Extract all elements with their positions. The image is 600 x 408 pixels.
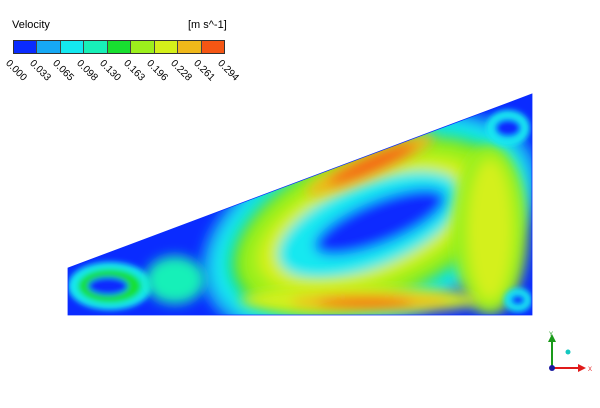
- colorbar-segment: [84, 41, 108, 53]
- colorbar: [13, 40, 225, 54]
- colorbar-segment: [14, 41, 38, 53]
- origin-dot: [549, 365, 555, 371]
- legend-title: Velocity: [12, 19, 50, 31]
- z-axis-dot: [565, 349, 571, 355]
- domain-outline: [67, 93, 533, 316]
- colorbar-segment: [154, 41, 179, 53]
- colorbar-segment: [201, 41, 224, 53]
- flow-domain: [68, 94, 532, 315]
- y-axis-arrow: [548, 334, 556, 342]
- x-axis-arrow: [578, 364, 586, 372]
- colorbar-segment: [107, 41, 132, 53]
- x-axis-label: X: [588, 367, 592, 373]
- colorbar-segment: [178, 41, 202, 53]
- legend-unit: [m s^-1]: [188, 19, 227, 31]
- colorbar-segment: [37, 41, 61, 53]
- axis-triad: Y X: [548, 332, 592, 373]
- colorbar-segment: [60, 41, 85, 53]
- y-axis-label: Y: [549, 332, 553, 338]
- colorbar-segment: [131, 41, 155, 53]
